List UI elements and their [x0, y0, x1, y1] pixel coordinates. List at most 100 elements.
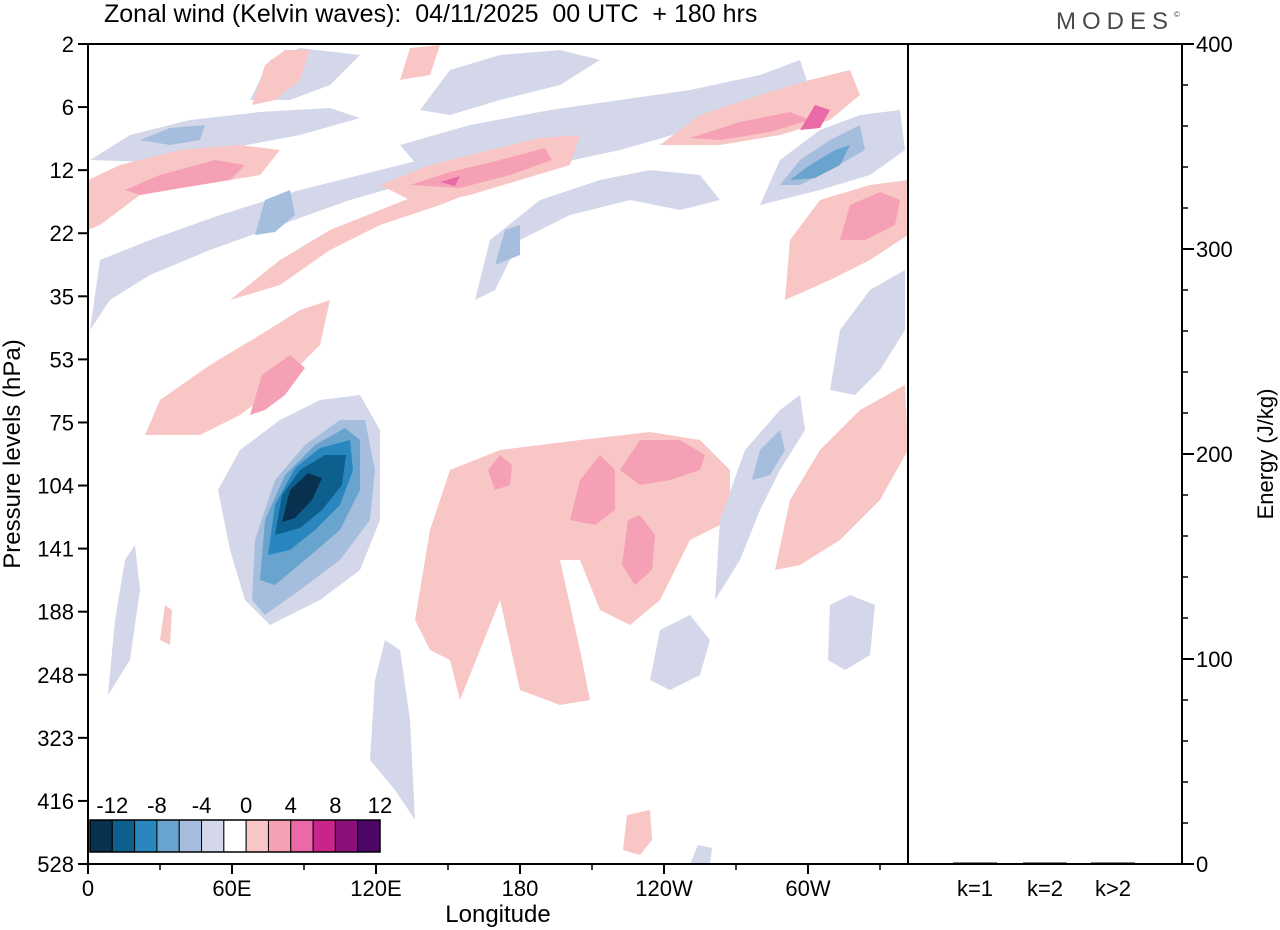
contour-fill	[828, 595, 875, 670]
colorbar-swatch	[156, 819, 180, 853]
contour-fill	[145, 300, 330, 435]
y-tick-label: 323	[37, 726, 74, 751]
modes-logo: MODES©	[1056, 8, 1180, 36]
colorbar-swatch	[290, 819, 314, 853]
colorbar-label: -4	[192, 793, 212, 818]
contour-fill	[252, 50, 310, 105]
energy-bar	[953, 862, 997, 864]
contour-fill	[488, 455, 512, 490]
colorbar-swatch	[201, 819, 225, 853]
colorbar-swatch	[267, 819, 292, 853]
colorbar: -12 -8 -4 0 4 8 12	[89, 793, 392, 853]
heatmap-panel	[87, 43, 909, 865]
colorbar-frame	[89, 819, 381, 853]
contour-fill	[690, 112, 810, 140]
contour-fill	[410, 148, 552, 188]
colorbar-label: -12	[96, 793, 128, 818]
energy-tick-label: 0	[1196, 852, 1208, 877]
contour-fill	[400, 45, 440, 80]
colorbar-swatch	[312, 819, 336, 853]
heatmap-contours	[88, 45, 908, 864]
colorbar-label: -8	[147, 793, 167, 818]
energy-category-label: k=2	[1027, 876, 1063, 901]
x-tick-label: 120E	[350, 876, 401, 901]
y-tick-label: 188	[37, 600, 74, 625]
contour-fill	[690, 845, 712, 864]
energy-bar	[1023, 862, 1067, 864]
energy-tick-label: 400	[1196, 32, 1233, 57]
contour-fill	[650, 615, 710, 690]
contour-fill	[90, 108, 360, 162]
colorbar-swatch	[178, 819, 203, 853]
y-tick-label: 12	[50, 158, 74, 183]
contour-fill	[780, 125, 865, 185]
colorbar-swatch	[89, 819, 113, 853]
contour-fill	[282, 473, 322, 522]
contour-fill	[830, 270, 905, 395]
energy-axis-label: Energy (J/kg)	[1253, 389, 1278, 520]
colorbar-swatch	[223, 819, 247, 853]
energy-tick-label: 300	[1196, 237, 1233, 262]
y-tick-label: 22	[50, 221, 74, 246]
y-tick-label: 416	[37, 789, 74, 814]
contour-fill	[840, 192, 900, 240]
energy-panel	[907, 43, 1183, 865]
axes: 0 60E 120E 180 120W 60W 2 6 12 22 35 53 75 104 141 188 2…	[37, 32, 1232, 901]
colorbar-label: 8	[329, 793, 341, 818]
energy-bars: k=1 k=2 k>2	[953, 862, 1135, 901]
energy-tick-label: 200	[1196, 442, 1233, 467]
colorbar-swatch	[111, 819, 136, 853]
x-tick-label: 60W	[785, 876, 830, 901]
contour-fill	[752, 430, 785, 480]
contour-fill	[620, 440, 705, 485]
y-tick-label: 75	[50, 410, 74, 435]
contour-fill	[125, 160, 245, 195]
contour-fill	[623, 810, 652, 855]
energy-frame	[907, 43, 1183, 865]
x-tick-label: 0	[82, 876, 94, 901]
contour-fill	[475, 170, 720, 300]
contour-fill	[160, 605, 172, 645]
colorbar-swatch	[334, 819, 359, 853]
contour-fill	[440, 176, 460, 186]
y-tick-label: 528	[37, 852, 74, 877]
energy-tick-label: 100	[1196, 647, 1233, 672]
y-tick-label: 35	[50, 284, 74, 309]
energy-category-label: k=1	[957, 876, 993, 901]
y-tick-label: 104	[37, 474, 74, 499]
x-tick-label: 180	[502, 876, 539, 901]
contour-fill	[415, 432, 730, 705]
contour-fill	[660, 70, 860, 145]
contour-fill	[775, 385, 908, 570]
y-tick-label: 2	[62, 32, 74, 57]
y-tick-label: 248	[37, 663, 74, 688]
logo-text: MODES	[1056, 8, 1175, 35]
contour-fill	[90, 145, 470, 330]
y-tick-label: 141	[37, 537, 74, 562]
contour-fill	[420, 50, 600, 115]
contour-fill	[570, 455, 615, 525]
contour-fill	[255, 190, 295, 235]
contour-fill	[495, 225, 520, 265]
colorbar-swatch	[357, 819, 381, 853]
colorbar-swatch	[245, 819, 269, 853]
chart-title: Zonal wind (Kelvin waves): 04/11/2025 00…	[104, 0, 758, 28]
energy-category-label: k>2	[1095, 876, 1131, 901]
x-tick-label: 60E	[212, 876, 251, 901]
logo-mark: ©	[1174, 10, 1180, 19]
contour-fill	[108, 545, 140, 695]
y-tick-label: 6	[62, 95, 74, 120]
energy-bar	[1091, 862, 1135, 864]
contour-fill	[370, 640, 415, 820]
contour-fill	[790, 145, 850, 180]
y-tick-label: 53	[50, 347, 74, 372]
colorbar-label: 12	[368, 793, 392, 818]
x-axis-label: Longitude	[445, 901, 550, 928]
contour-fill	[250, 355, 305, 415]
colorbar-swatch	[134, 819, 158, 853]
contour-fill	[140, 125, 205, 145]
contour-fill	[622, 515, 655, 585]
colorbar-label: 0	[240, 793, 252, 818]
colorbar-label: 4	[285, 793, 297, 818]
